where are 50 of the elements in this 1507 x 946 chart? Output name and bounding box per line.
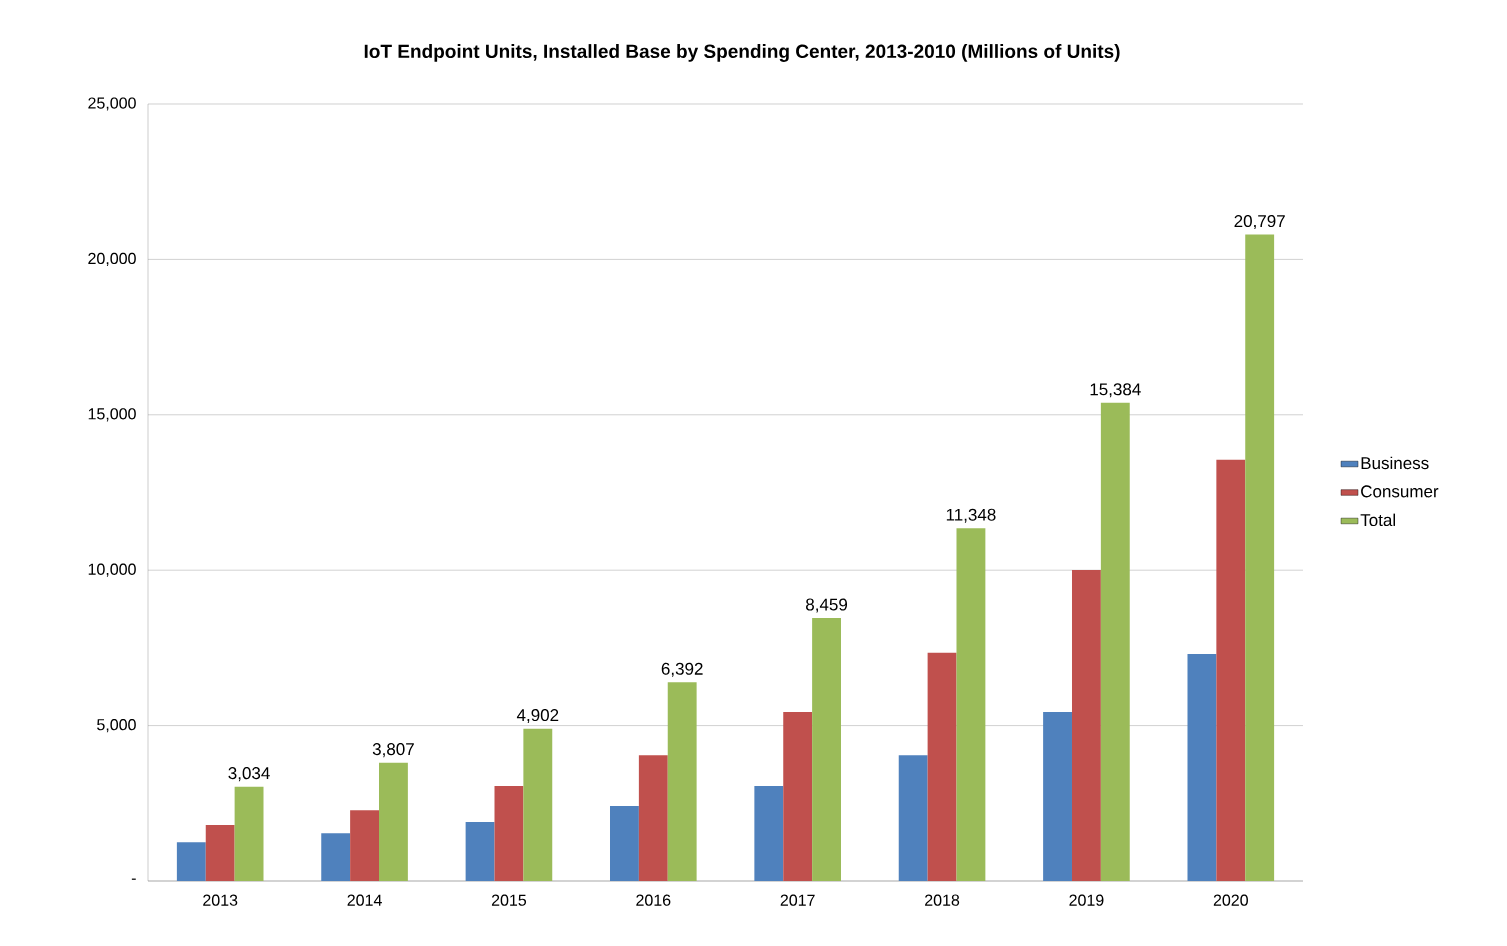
data-label: 6,392 <box>661 662 703 677</box>
x-tick-label: 2020 <box>1213 894 1248 906</box>
legend-label: Total <box>1360 513 1396 527</box>
bar <box>754 785 784 881</box>
bar <box>812 618 841 881</box>
y-tick-label: 20,000 <box>88 252 136 266</box>
bar <box>1216 459 1246 881</box>
legend-label: Consumer <box>1361 485 1439 498</box>
data-label: 8,459 <box>806 598 848 613</box>
bar <box>465 821 495 881</box>
y-tick-label: 10,000 <box>88 563 136 577</box>
bar <box>1043 711 1072 881</box>
bar <box>610 806 639 881</box>
data-label: 3,034 <box>228 767 270 782</box>
data-label: 11,348 <box>946 508 996 523</box>
bar <box>205 825 235 881</box>
bar <box>1100 402 1130 881</box>
x-tick-label: 2019 <box>1069 894 1104 906</box>
bar <box>667 682 697 881</box>
bar <box>1071 569 1101 881</box>
bar <box>350 810 379 881</box>
bar <box>321 833 351 881</box>
bar <box>783 711 813 881</box>
y-tick-label: 15,000 <box>88 408 136 422</box>
bar <box>379 762 408 881</box>
x-tick-label: 2014 <box>347 894 382 906</box>
bar <box>494 785 524 881</box>
y-tick-label: - <box>131 878 136 880</box>
bar <box>1245 234 1275 881</box>
bar <box>234 786 264 881</box>
chart-title: IoT Endpoint Units, Installed Base by Spending Center, 2013-2010 (Millions of Units) <box>364 44 1120 62</box>
x-tick-label: 2015 <box>491 894 527 906</box>
data-label: 4,902 <box>516 709 559 724</box>
y-tick-label: 5,000 <box>97 718 136 733</box>
data-label: 20,797 <box>1234 215 1285 230</box>
bar <box>956 528 986 881</box>
bar <box>1187 654 1217 881</box>
x-tick-label: 2017 <box>780 894 815 906</box>
x-tick-label: 2013 <box>203 894 238 906</box>
bar <box>523 728 553 881</box>
x-tick-label: 2016 <box>636 894 671 906</box>
x-tick-label: 2018 <box>925 894 960 906</box>
bar <box>638 755 668 881</box>
y-tick-label: 25,000 <box>88 97 136 111</box>
bar <box>927 652 957 881</box>
bar <box>898 755 928 881</box>
bar <box>176 842 206 881</box>
data-label: 15,384 <box>1090 383 1141 398</box>
legend-label: Business <box>1361 456 1429 470</box>
data-label: 3,807 <box>372 743 414 758</box>
